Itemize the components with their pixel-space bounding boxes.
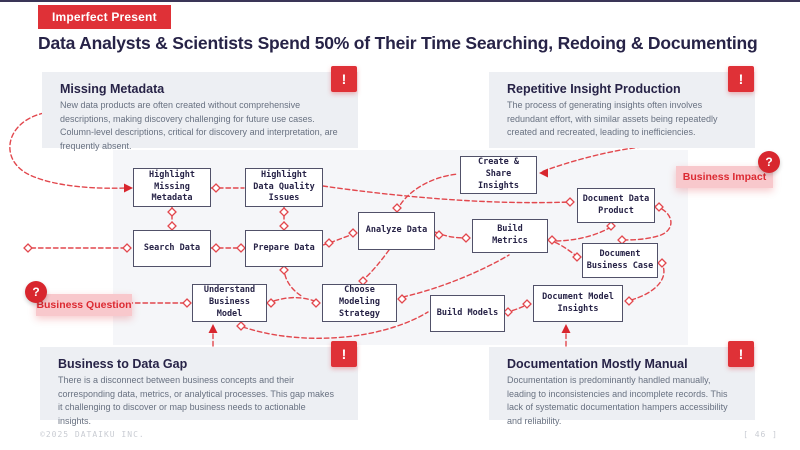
callout-title: Repetitive Insight Production — [507, 82, 681, 96]
alert-icon: ! — [331, 341, 357, 367]
callout-body: New data products are often created with… — [60, 100, 338, 151]
flow-node-highlight-missing-metadata: Highlight Missing Metadata — [133, 168, 211, 207]
flow-node-prepare-data: Prepare Data — [245, 230, 323, 267]
callout-missing-metadata: ! Missing Metadata New data products are… — [42, 66, 358, 151]
callout-title: Missing Metadata — [60, 82, 165, 96]
page-title: Data Analysts & Scientists Spend 50% of … — [38, 33, 758, 53]
kicker-badge: Imperfect Present — [38, 5, 171, 29]
flow-node-document-business-case: Document Business Case — [582, 243, 658, 278]
top-border-line — [0, 0, 800, 2]
business-impact-text: Business Impact — [682, 171, 767, 183]
callout-title: Business to Data Gap — [58, 357, 188, 371]
business-question-text: Business Question — [36, 299, 132, 311]
flow-node-understand-business-model: Understand Business Model — [192, 284, 267, 322]
kicker-label: Imperfect Present — [52, 10, 157, 24]
flow-node-document-model-insights: Document Model Insights — [533, 285, 623, 322]
flow-node-choose-modeling-strategy: Choose Modeling Strategy — [322, 284, 397, 322]
callout-documentation-mostly-manual: ! Documentation Mostly Manual Documentat… — [489, 341, 755, 426]
flow-node-search-data: Search Data — [133, 230, 211, 267]
business-question-label: Business Question ? — [25, 281, 132, 316]
callout-body: Documentation is predominantly handled m… — [507, 375, 728, 426]
callout-title: Documentation Mostly Manual — [507, 357, 688, 371]
flow-node-document-data-product: Document Data Product — [577, 188, 655, 223]
page-number: [ 46 ] — [743, 430, 778, 439]
flow-node-create-share-insights: Create & Share Insights — [460, 156, 537, 194]
alert-icon: ! — [331, 66, 357, 92]
alert-icon: ! — [728, 66, 754, 92]
copyright-text: ©2025 DATAIKU INC. — [40, 430, 145, 439]
question-icon: ? — [758, 151, 780, 173]
flow-node-analyze-data: Analyze Data — [358, 212, 435, 250]
business-impact-label: Business Impact ? — [676, 151, 780, 188]
callout-body: There is a disconnect between business c… — [58, 375, 334, 426]
flow-node-build-models: Build Models — [430, 295, 505, 332]
callout-body: The process of generating insights often… — [507, 100, 718, 137]
flow-node-build-metrics: Build Metrics — [472, 219, 548, 253]
alert-icon: ! — [728, 341, 754, 367]
callout-business-to-data-gap: ! Business to Data Gap There is a discon… — [40, 341, 358, 426]
question-icon: ? — [25, 281, 47, 303]
callout-repetitive-insight-production: ! Repetitive Insight Production The proc… — [489, 66, 755, 148]
flow-node-highlight-data-quality-issues: Highlight Data Quality Issues — [245, 168, 323, 207]
